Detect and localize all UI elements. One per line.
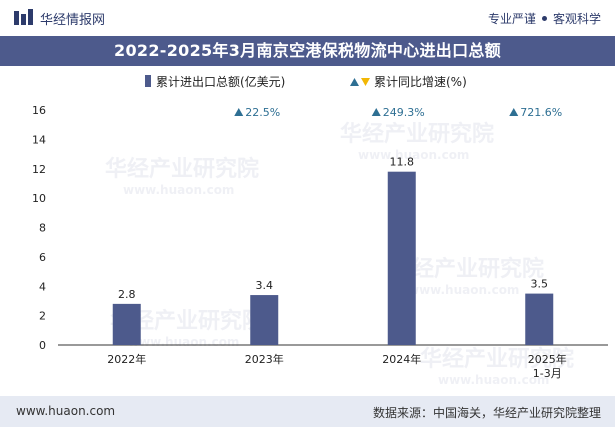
slogan-left: 专业严谨 <box>487 12 536 26</box>
y-tick-label: 12 <box>32 163 46 176</box>
watermark-url: www.huaon.com <box>358 148 469 162</box>
bar-value-label: 3.5 <box>531 278 549 291</box>
bar-value-label: 2.8 <box>118 288 136 301</box>
y-tick-label: 14 <box>32 133 46 146</box>
legend-triangle-up-icon <box>350 78 359 86</box>
footer-website-link[interactable]: www.huaon.com <box>16 404 116 418</box>
brand-name: 华经情报网 <box>40 13 106 28</box>
legend-label-total: 累计进出口总额(亿美元) <box>156 74 285 89</box>
x-tick-label: 2022年 <box>107 352 146 366</box>
footer-source: 数据来源：中国海关，华经产业研究院整理 <box>372 406 601 420</box>
growth-up-triangle-icon <box>234 108 244 116</box>
slogan-dot-icon <box>541 16 547 21</box>
watermark-text: 华经产业研究院 <box>340 121 494 147</box>
huajing-logo-icon <box>14 9 33 25</box>
top-bar: 华经情报网 专业严谨 客观科学 <box>0 0 615 36</box>
chart-title: 2022-2025年3月南京空港保税物流中心进出口总额 <box>0 36 615 66</box>
bar-value-label: 11.8 <box>390 156 415 169</box>
y-tick-label: 2 <box>39 310 46 323</box>
bar-3 <box>525 293 554 345</box>
legend-label-growth: 累计同比增速(%) <box>374 75 467 89</box>
y-tick-label: 8 <box>39 222 46 235</box>
bar-2 <box>387 171 416 345</box>
growth-label: 22.5% <box>245 106 280 119</box>
slogan: 专业严谨 客观科学 <box>488 10 601 27</box>
bar-1 <box>250 295 279 345</box>
growth-up-triangle-icon <box>371 108 381 116</box>
growth-up-triangle-icon <box>509 108 519 116</box>
y-tick-label: 0 <box>39 339 46 352</box>
legend-bar-marker <box>145 75 151 87</box>
footer: www.huaon.com 数据来源：中国海关，华经产业研究院整理 <box>0 396 615 427</box>
slogan-right: 客观科学 <box>552 12 601 26</box>
x-tick-label: 2024年 <box>382 352 421 366</box>
growth-label: 249.3% <box>383 106 425 119</box>
x-tick-label: 1-3月 <box>533 367 562 380</box>
growth-label: 721.6% <box>520 106 562 119</box>
watermark-url: www.huaon.com <box>128 335 239 349</box>
watermark-text: 华经产业研究院 <box>420 346 574 372</box>
bar-chart: 华经产业研究院www.huaon.com华经产业研究院www.huaon.com… <box>32 74 608 387</box>
watermark-url: www.huaon.com <box>123 183 234 197</box>
watermark-url: www.huaon.com <box>438 373 549 387</box>
bar-value-label: 3.4 <box>256 279 274 292</box>
y-tick-label: 16 <box>32 104 46 117</box>
y-tick-label: 4 <box>39 280 46 293</box>
y-tick-label: 6 <box>39 251 46 264</box>
y-tick-label: 10 <box>32 192 46 205</box>
x-tick-label: 2025年 <box>528 352 567 366</box>
watermark-url: www.huaon.com <box>408 283 519 297</box>
x-tick-label: 2023年 <box>245 352 284 366</box>
legend-triangle-down-icon <box>361 78 370 86</box>
bar-0 <box>112 303 141 345</box>
watermark-text: 华经产业研究院 <box>105 156 259 182</box>
